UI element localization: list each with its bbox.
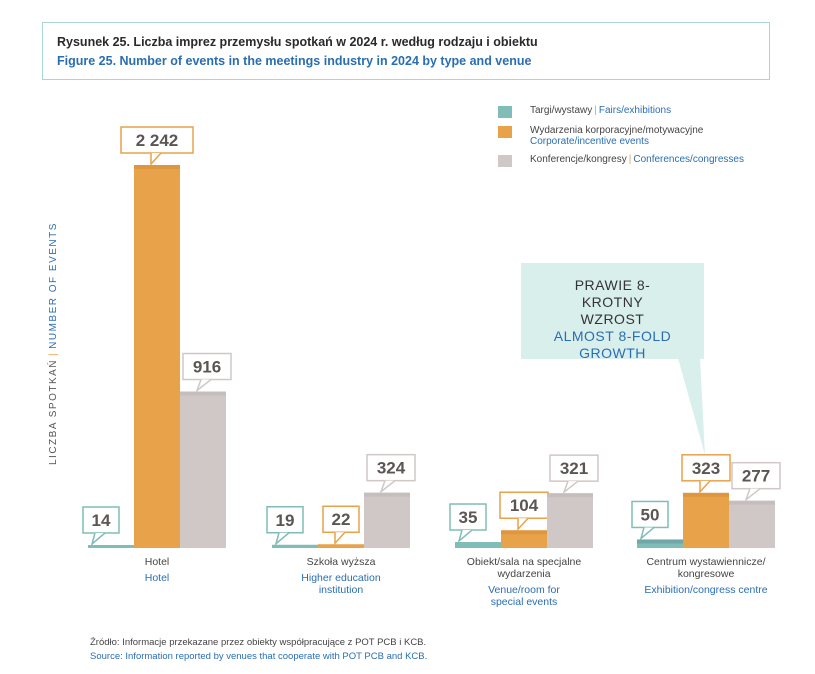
bar-top-shade: [134, 165, 180, 169]
data-label-box: [182, 352, 232, 381]
data-label-box: [366, 453, 416, 482]
data-label-pointer: [639, 526, 655, 541]
legend-separator: |: [594, 105, 597, 116]
bar-corporate: [134, 165, 180, 548]
callout-text-en: ALMOST 8-FOLD GROWTH: [553, 328, 672, 361]
bar-corporate: [318, 544, 364, 548]
data-label: 277: [742, 467, 770, 486]
category-label-pl: Hotel: [145, 556, 170, 568]
bar-top-shade: [180, 391, 226, 396]
bar-fairs: [637, 539, 683, 548]
data-label-pointer: [562, 480, 579, 495]
data-label: 323: [692, 459, 720, 478]
bar-conferences: [364, 492, 410, 548]
category-label-en: Venue/room for: [488, 584, 560, 596]
category-label-pl: wydarzenia: [496, 568, 550, 580]
bar-conferences: [180, 391, 226, 548]
data-label-pointer: [744, 488, 761, 502]
bar-top-shade: [683, 492, 729, 497]
source-note: Źródło: Informacje przekazane przez obie…: [90, 636, 427, 664]
data-label-pointer: [699, 480, 711, 494]
callout-text-pl: PRAWIE 8-KROTNY WZROST: [574, 277, 651, 327]
legend-label-pl: Konferencje/kongresy: [530, 154, 627, 165]
legend-label-en: Fairs/exhibitions: [598, 105, 672, 116]
data-label: 324: [377, 459, 406, 478]
data-label-box: [681, 454, 731, 482]
bar-conferences: [547, 493, 593, 548]
data-label: 2 242: [136, 131, 179, 150]
bar-fairs: [455, 542, 501, 548]
chart-title-box: Rysunek 25. Liczba imprez przemysłu spot…: [42, 22, 770, 80]
bar-top-shade: [547, 493, 593, 498]
data-label: 35: [459, 508, 478, 527]
data-label: 50: [641, 505, 660, 524]
category-label-pl: kongresowe: [678, 568, 735, 580]
legend-separator: |: [628, 154, 632, 165]
callout-pointer: [678, 358, 705, 455]
chart-title-en: Figure 25. Number of events in the meeti…: [57, 54, 532, 68]
legend-swatch-conferences: [498, 155, 512, 167]
bar-fairs: [88, 545, 134, 548]
category-label-en: institution: [319, 584, 364, 596]
category-label-en: Hotel: [145, 572, 170, 584]
bar-top-shade: [501, 530, 547, 535]
data-label: 14: [92, 511, 111, 530]
data-label-box: [322, 505, 360, 533]
data-label-pointer: [90, 532, 106, 547]
category-label-en: special events: [491, 596, 558, 608]
data-label: 104: [510, 496, 539, 515]
legend-swatch-fairs: [498, 106, 512, 118]
legend: Targi/wystawy | Fairs/exhibitions Wydarzen…: [498, 105, 744, 170]
chart-title-pl: Rysunek 25. Liczba imprez przemysłu spot…: [57, 35, 538, 49]
data-label: 321: [560, 459, 588, 478]
data-label-pointer: [517, 517, 529, 532]
category-label-pl: Obiekt/sala na specjalne: [467, 556, 582, 568]
data-label: 22: [332, 510, 351, 529]
data-label: 916: [193, 358, 221, 377]
bar-corporate: [683, 492, 729, 548]
legend-label-en: Conferences/congresses: [633, 154, 744, 165]
data-label-pointer: [150, 152, 162, 166]
data-label-pointer: [334, 531, 346, 546]
data-label: 19: [276, 511, 295, 530]
source-en: Source: Information reported by venues t…: [90, 651, 428, 662]
data-label-pointer: [274, 532, 290, 546]
legend-item-fairs: Targi/wystawy | Fairs/exhibitions: [498, 105, 744, 124]
legend-item-conferences: Konferencje/kongresy | Conferences/congres…: [498, 154, 744, 170]
source-pl: Źródło: Informacje przekazane przez obie…: [90, 637, 427, 648]
category-label-en: Exhibition/congress centre: [644, 584, 767, 596]
legend-label-pl: Targi/wystawy: [530, 105, 593, 116]
legend-label-pl: Wydarzenia korporacyjne/motywacyjne: [530, 125, 704, 136]
bar-top-shade: [364, 492, 410, 497]
data-label-pointer: [195, 378, 212, 393]
growth-callout: PRAWIE 8-KROTNY WZROST ALMOST 8-FOLD GRO…: [521, 263, 704, 361]
category-label-pl: Centrum wystawiennicze/: [646, 556, 765, 568]
bar-fairs: [272, 544, 318, 548]
data-label-box: [631, 500, 669, 529]
bar-top-shade: [637, 539, 683, 544]
category-label-pl: Szkoła wyższa: [307, 556, 376, 568]
data-label-pointer: [457, 529, 473, 544]
bar-top-shade: [729, 500, 775, 505]
legend-label-en: Corporate/incentive events: [530, 136, 649, 147]
data-label-pointer: [379, 480, 396, 494]
legend-item-corporate: Wydarzenia korporacyjne/motywacyjne Corp…: [498, 125, 744, 154]
bar-conferences: [729, 500, 775, 548]
bar-corporate: [501, 530, 547, 548]
data-label-box: [120, 126, 194, 154]
legend-swatch-corporate: [498, 126, 512, 138]
category-label-en: Higher education: [301, 572, 381, 584]
